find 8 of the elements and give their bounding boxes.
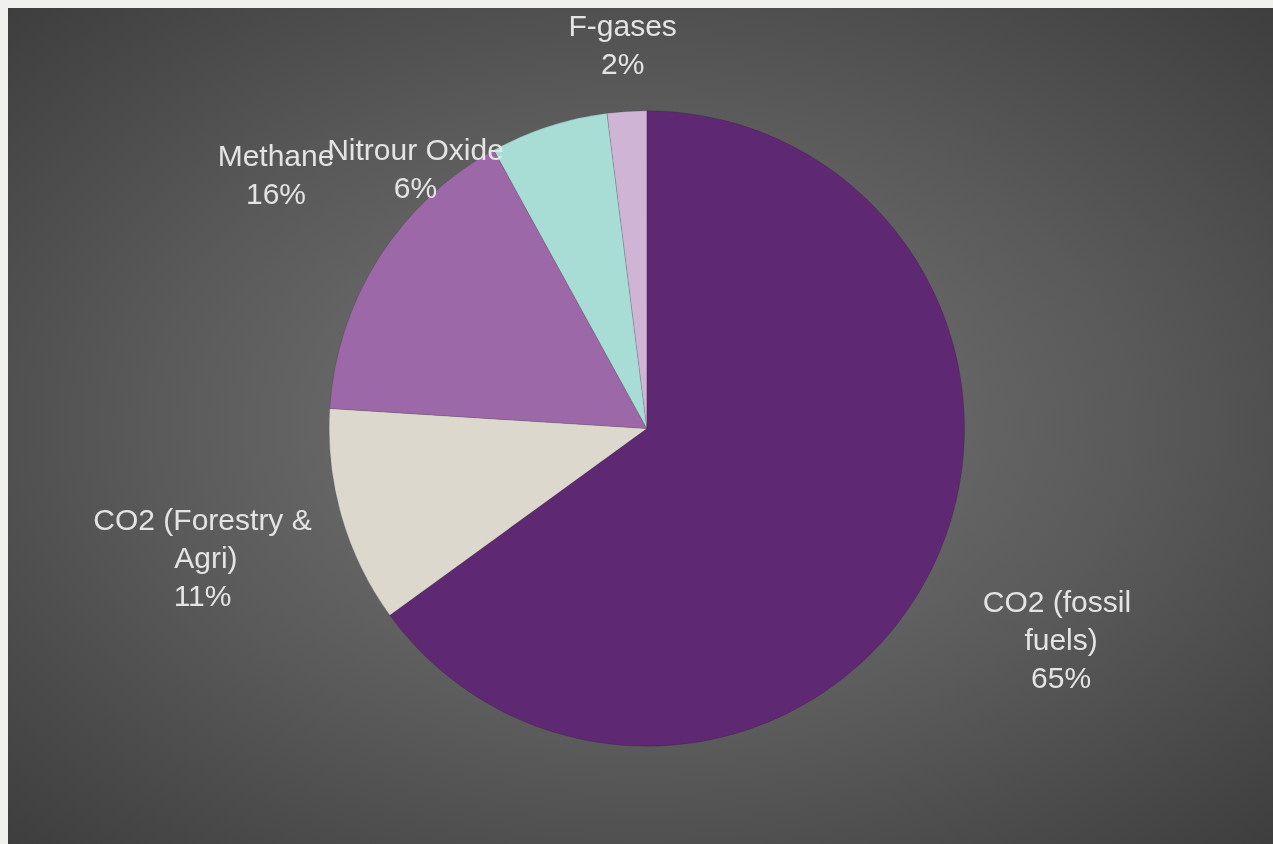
- slice-label: CO2 (Forestry & Agri): [93, 503, 312, 575]
- data-label: 16%: [245, 177, 307, 211]
- data-label: 2%: [601, 47, 645, 81]
- data-label: 11%: [173, 579, 232, 613]
- data-label: 6%: [393, 171, 438, 205]
- slice-label: CO2 (fossil fuels): [982, 585, 1140, 657]
- data-label: 65%: [1031, 661, 1092, 695]
- slice-label: F-gases: [568, 9, 677, 43]
